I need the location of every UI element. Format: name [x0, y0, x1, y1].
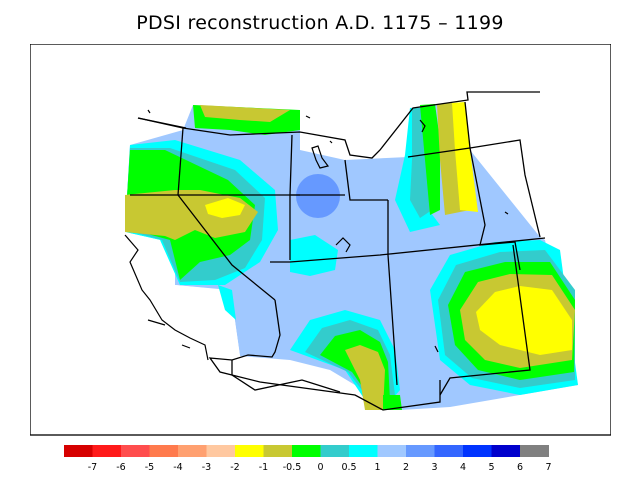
boundary-four-corners-ew [270, 237, 546, 263]
boundary-nevada-cal [177, 194, 276, 301]
boundary-arizona-mx [208, 299, 441, 411]
colorbar-label: -6 [116, 462, 125, 473]
colorbar-swatch [520, 445, 549, 457]
colorbar-label: 5 [488, 462, 494, 473]
colorbar-swatch [121, 445, 150, 457]
colorbar-swatch [292, 445, 321, 457]
river-colorado [335, 237, 351, 253]
colorbar-label: -0.5 [283, 462, 302, 473]
colorbar-swatch [320, 445, 350, 457]
lake-salt [311, 145, 330, 169]
boundary-four-corners-ns [387, 200, 398, 386]
colorbar-label: 4 [460, 462, 466, 473]
colorbar-label: 0.5 [341, 462, 356, 473]
field-west-yellow [205, 198, 245, 218]
boundary-canada-north [137, 117, 187, 129]
colorbar-label: 3 [431, 462, 437, 473]
colorbar-swatch [178, 445, 207, 457]
field-utah-blue [296, 174, 340, 218]
marks-misc [147, 109, 509, 353]
colorbar-swatch [491, 445, 521, 457]
colorbar-label: -7 [88, 462, 97, 473]
field-ne-green [420, 104, 440, 215]
lake-yellowstone [419, 119, 426, 133]
boundary-montana-dakota [464, 101, 541, 238]
colorbar-swatch [377, 445, 407, 457]
colorbar-label: -1 [259, 462, 268, 473]
coast-islands [147, 319, 191, 349]
pdsi-field [125, 102, 578, 410]
field-sw-cyan-edge [218, 285, 236, 320]
colorbar-label: 0 [317, 462, 323, 473]
boundary-outer [137, 91, 540, 159]
boundaries [130, 91, 546, 411]
colorbar-swatch [64, 445, 93, 457]
colorbar: -7 -6 -5 -4 -3 -2 -1 -0.5 0 0.5 1 2 3 4 5 6 7 [64, 445, 552, 473]
colorbar-label: -2 [230, 462, 239, 473]
field-south-green-edge [383, 395, 402, 410]
boundary-nebraska [407, 147, 521, 271]
field-sw-white [125, 232, 240, 360]
colorbar-swatch [92, 445, 122, 457]
pdsi-map [30, 44, 611, 436]
boundary-wyoming [344, 159, 388, 201]
colorbar-swatch [206, 445, 236, 457]
colorbar-swatch [406, 445, 435, 457]
colorbar-label: -4 [173, 462, 182, 473]
colorbar-swatch [434, 445, 464, 457]
colorbar-label: -5 [145, 462, 154, 473]
field-ne-yellow [452, 102, 478, 212]
colorbar-swatch [235, 445, 264, 457]
colorbar-swatch [149, 445, 179, 457]
colorbar-label: 1 [374, 462, 380, 473]
field-east-yellow [476, 286, 572, 355]
colorbar-swatch [349, 445, 378, 457]
boundary-mexico-coast [231, 360, 341, 393]
colorbar-label: 7 [545, 462, 551, 473]
colorbar-label: 6 [517, 462, 523, 473]
colorbar-label: -3 [202, 462, 211, 473]
colorbar-swatch [463, 445, 492, 457]
coast-california [124, 234, 209, 361]
boundary-idaho-west [177, 127, 184, 196]
colorbar-label: 2 [403, 462, 409, 473]
field-south-olive [345, 345, 385, 410]
field-center-cyan [290, 235, 338, 276]
boundary-nm-tx [439, 244, 531, 396]
coastline [124, 109, 509, 361]
map-title: PDSI reconstruction A.D. 1175 – 1199 [136, 12, 504, 34]
colorbar-swatch [263, 445, 293, 457]
field-north-olive [200, 105, 290, 122]
